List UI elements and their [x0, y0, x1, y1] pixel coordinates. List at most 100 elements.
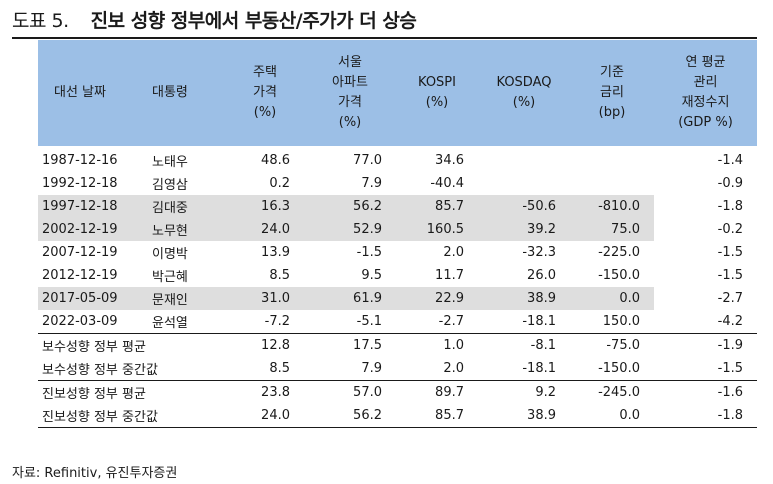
fiscal-cell: -1.8 — [717, 199, 743, 214]
table-row: 1992-12-18 김영삼 0.2 7.9 -40.4 -0.9 — [38, 172, 757, 195]
header-president: 대통령 — [144, 40, 226, 146]
data-table: 대선 날짜 대통령 주택 가격 (%) 서울 아파트 가격 (%) KOSPI … — [38, 40, 757, 428]
kospi-cell: -40.4 — [430, 176, 464, 191]
rate-cell: -150.0 — [598, 361, 640, 376]
apartment-cell: 7.9 — [361, 176, 382, 191]
kosdaq-cell: 26.0 — [527, 268, 556, 283]
apartment-cell: 56.2 — [304, 404, 396, 428]
kosdaq-cell: -50.6 — [478, 195, 570, 218]
table-row: 2002-12-19 노무현 24.0 52.9 160.5 39.2 75.0… — [38, 218, 757, 241]
date-cell: 1987-12-16 — [42, 153, 118, 168]
housing-cell: -7.2 — [264, 314, 290, 329]
header-rate: 기준 금리 (bp) — [570, 40, 654, 146]
kospi-cell: -2.7 — [438, 314, 464, 329]
housing-cell: 8.5 — [269, 361, 290, 376]
housing-cell: 12.8 — [226, 333, 304, 357]
kosdaq-cell — [478, 146, 570, 172]
kospi-cell: 160.5 — [396, 218, 478, 241]
fiscal-cell: -1.8 — [654, 404, 757, 428]
apartment-cell: 56.2 — [304, 195, 396, 218]
kosdaq-cell: -8.1 — [478, 333, 570, 357]
apartment-cell: -5.1 — [356, 314, 382, 329]
housing-cell: 8.5 — [269, 268, 290, 283]
fiscal-cell: -4.2 — [717, 314, 743, 329]
summary-row: 보수성향 정부 중간값 8.5 7.9 2.0 -18.1 -150.0 -1.… — [38, 357, 757, 381]
apartment-cell: -1.5 — [356, 245, 382, 260]
president-cell: 문재인 — [144, 287, 226, 310]
kospi-cell: 85.7 — [396, 195, 478, 218]
rate-cell: 0.0 — [570, 287, 654, 310]
kosdaq-cell: 39.2 — [478, 218, 570, 241]
kosdaq-cell: -18.1 — [522, 361, 556, 376]
kospi-cell: 89.7 — [396, 380, 478, 404]
fiscal-cell: -1.6 — [654, 380, 757, 404]
table-row: 2012-12-19 박근혜 8.5 9.5 11.7 26.0 -150.0 … — [38, 264, 757, 287]
kospi-cell: 22.9 — [396, 287, 478, 310]
figure-number: 도표 5. — [12, 10, 69, 32]
housing-cell: 16.3 — [226, 195, 304, 218]
fiscal-cell: -1.5 — [717, 361, 743, 376]
president-cell: 노태우 — [152, 155, 188, 170]
summary-row: 진보성향 정부 중간값 24.0 56.2 85.7 38.9 0.0 -1.8 — [38, 404, 757, 428]
housing-cell: 24.0 — [226, 218, 304, 241]
apartment-cell: 9.5 — [361, 268, 382, 283]
header-date: 대선 날짜 — [38, 40, 144, 146]
rate-cell: -245.0 — [570, 380, 654, 404]
president-cell: 윤석열 — [152, 316, 188, 331]
table-row: 2017-05-09 문재인 31.0 61.9 22.9 38.9 0.0 -… — [38, 287, 757, 310]
kosdaq-cell: 38.9 — [478, 404, 570, 428]
fiscal-cell: -1.5 — [717, 268, 743, 283]
apartment-cell: 52.9 — [304, 218, 396, 241]
header-kosdaq: KOSDAQ (%) — [478, 40, 570, 146]
date-cell: 2022-03-09 — [42, 314, 118, 329]
rate-cell: -810.0 — [570, 195, 654, 218]
kosdaq-cell: 9.2 — [478, 380, 570, 404]
summary-label: 진보성향 정부 평균 — [38, 380, 226, 404]
date-cell: 1997-12-18 — [38, 195, 144, 218]
header-housing: 주택 가격 (%) — [226, 40, 304, 146]
summary-row: 진보성향 정부 평균 23.8 57.0 89.7 9.2 -245.0 -1.… — [38, 380, 757, 404]
rate-cell: -75.0 — [570, 333, 654, 357]
rate-cell: 0.0 — [570, 404, 654, 428]
header-row: 대선 날짜 대통령 주택 가격 (%) 서울 아파트 가격 (%) KOSPI … — [38, 40, 757, 146]
figure-heading: 진보 성향 정부에서 부동산/주가가 더 상승 — [90, 10, 417, 32]
apartment-cell: 57.0 — [304, 380, 396, 404]
table-row: 2007-12-19 이명박 13.9 -1.5 2.0 -32.3 -225.… — [38, 241, 757, 264]
date-cell: 2007-12-19 — [42, 245, 118, 260]
president-cell: 박근혜 — [152, 270, 188, 285]
summary-label: 진보성향 정부 중간값 — [38, 404, 226, 428]
president-cell: 김대중 — [144, 195, 226, 218]
housing-cell: 31.0 — [226, 287, 304, 310]
kospi-cell: 2.0 — [443, 245, 464, 260]
rate-cell — [570, 146, 654, 172]
title-rule — [12, 37, 757, 39]
table-row: 1987-12-16 노태우 48.6 77.0 34.6 -1.4 — [38, 146, 757, 172]
president-cell: 이명박 — [152, 247, 188, 262]
header-fiscal: 연 평균 관리 재정수지 (GDP %) — [654, 40, 757, 146]
kosdaq-cell: -18.1 — [522, 314, 556, 329]
summary-label: 보수성향 정부 중간값 — [42, 363, 158, 378]
apartment-cell: 61.9 — [304, 287, 396, 310]
rate-cell: -150.0 — [598, 268, 640, 283]
table-row: 1997-12-18 김대중 16.3 56.2 85.7 -50.6 -810… — [38, 195, 757, 218]
rate-cell: 150.0 — [602, 314, 640, 329]
summary-row: 보수성향 정부 평균 12.8 17.5 1.0 -8.1 -75.0 -1.9 — [38, 333, 757, 357]
kospi-cell: 85.7 — [396, 404, 478, 428]
apartment-cell: 17.5 — [304, 333, 396, 357]
rate-cell: 75.0 — [570, 218, 654, 241]
president-cell: 김영삼 — [152, 178, 188, 193]
kospi-cell: 1.0 — [396, 333, 478, 357]
kosdaq-cell — [478, 172, 570, 195]
housing-cell: 48.6 — [261, 153, 290, 168]
housing-cell: 13.9 — [261, 245, 290, 260]
housing-cell: 23.8 — [226, 380, 304, 404]
rate-cell: -225.0 — [598, 245, 640, 260]
date-cell: 2012-12-19 — [42, 268, 118, 283]
kospi-cell: 11.7 — [435, 268, 464, 283]
kospi-cell: 34.6 — [435, 153, 464, 168]
fiscal-cell: -2.7 — [717, 291, 743, 306]
fiscal-cell: -1.4 — [717, 153, 743, 168]
kospi-cell: 2.0 — [443, 361, 464, 376]
fiscal-cell: -1.5 — [717, 245, 743, 260]
summary-label: 보수성향 정부 평균 — [38, 333, 226, 357]
